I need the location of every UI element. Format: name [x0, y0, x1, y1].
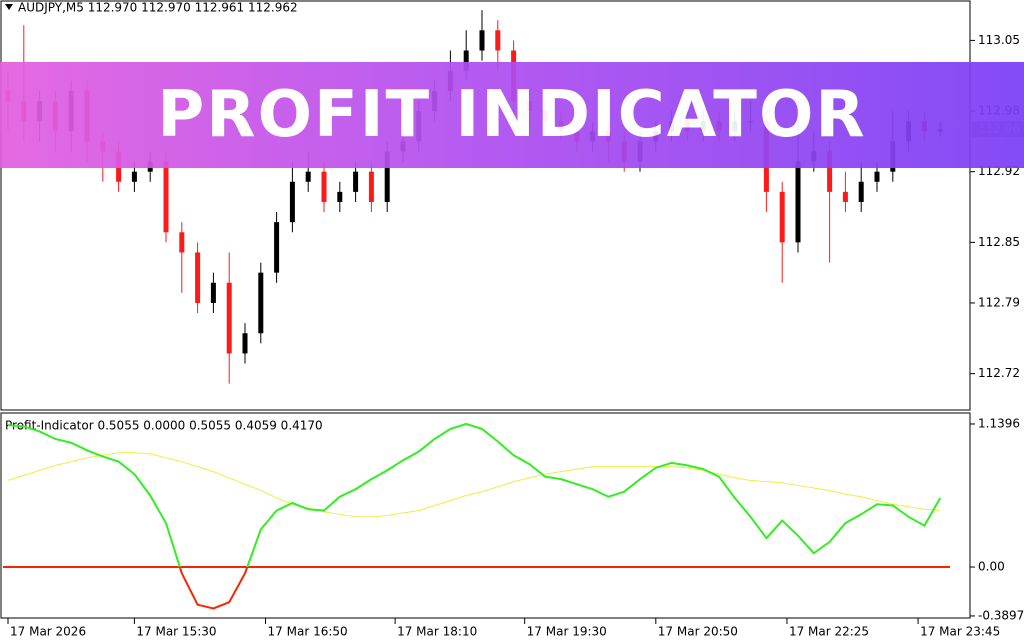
y-tick-label: 113.05	[978, 33, 1020, 47]
price-panel-frame	[0, 0, 971, 411]
candle-body	[858, 181, 864, 202]
candle-body	[874, 171, 880, 182]
y-tick-label: 112.79	[978, 295, 1020, 309]
dropdown-icon[interactable]	[5, 4, 13, 10]
y-tick-label: 112.72	[978, 366, 1020, 380]
candle-body	[827, 151, 833, 192]
candle-body	[368, 171, 374, 202]
candle-body	[258, 272, 264, 334]
candle-body	[842, 191, 848, 202]
x-tick-label: 17 Mar 15:30	[136, 625, 216, 639]
indicator-line-negative	[178, 567, 249, 610]
candle-body	[179, 232, 185, 253]
candle-body	[321, 171, 327, 202]
banner: PROFIT INDICATOR	[0, 62, 1024, 168]
y-tick-label: 0.00	[978, 560, 1005, 574]
candle-body	[495, 30, 501, 51]
x-tick-label: 17 Mar 20:50	[658, 625, 738, 639]
indicator-line	[7, 422, 942, 568]
x-tick-label: 17 Mar 16:50	[268, 625, 348, 639]
x-tick-label: 17 Mar 23:45	[920, 625, 1000, 639]
x-tick-label: 17 Mar 22:25	[789, 625, 869, 639]
candle-body	[210, 282, 216, 303]
x-tick-label: 17 Mar 18:10	[397, 625, 477, 639]
y-tick-label: 112.85	[978, 235, 1020, 249]
candle-body	[353, 171, 359, 192]
candle-body	[131, 171, 137, 182]
candle-body	[779, 191, 785, 243]
candle-body	[479, 30, 485, 51]
indicator-header: Profit-Indicator 0.5055 0.0000 0.5055 0.…	[5, 419, 323, 433]
candle-body	[337, 191, 343, 202]
candle-body	[463, 50, 469, 71]
price-header: AUDJPY,M5 112.970 112.970 112.961 112.96…	[18, 1, 298, 15]
y-tick-label: 1.1396	[978, 416, 1020, 430]
candle-body	[163, 161, 169, 233]
candle-body	[795, 161, 801, 243]
candle-body	[274, 222, 280, 273]
signal-line	[7, 452, 941, 518]
x-tick-label: 17 Mar 2026	[10, 625, 86, 639]
candle-body	[305, 171, 311, 182]
x-tick-label: 17 Mar 19:30	[527, 625, 607, 639]
candle-body	[195, 252, 201, 303]
indicator-panel-frame	[0, 412, 971, 619]
y-tick-label: -0.3897	[978, 608, 1024, 622]
candle-body	[289, 181, 295, 223]
candle-body	[226, 282, 232, 354]
candle-body	[384, 151, 390, 202]
candle-body	[242, 333, 248, 354]
